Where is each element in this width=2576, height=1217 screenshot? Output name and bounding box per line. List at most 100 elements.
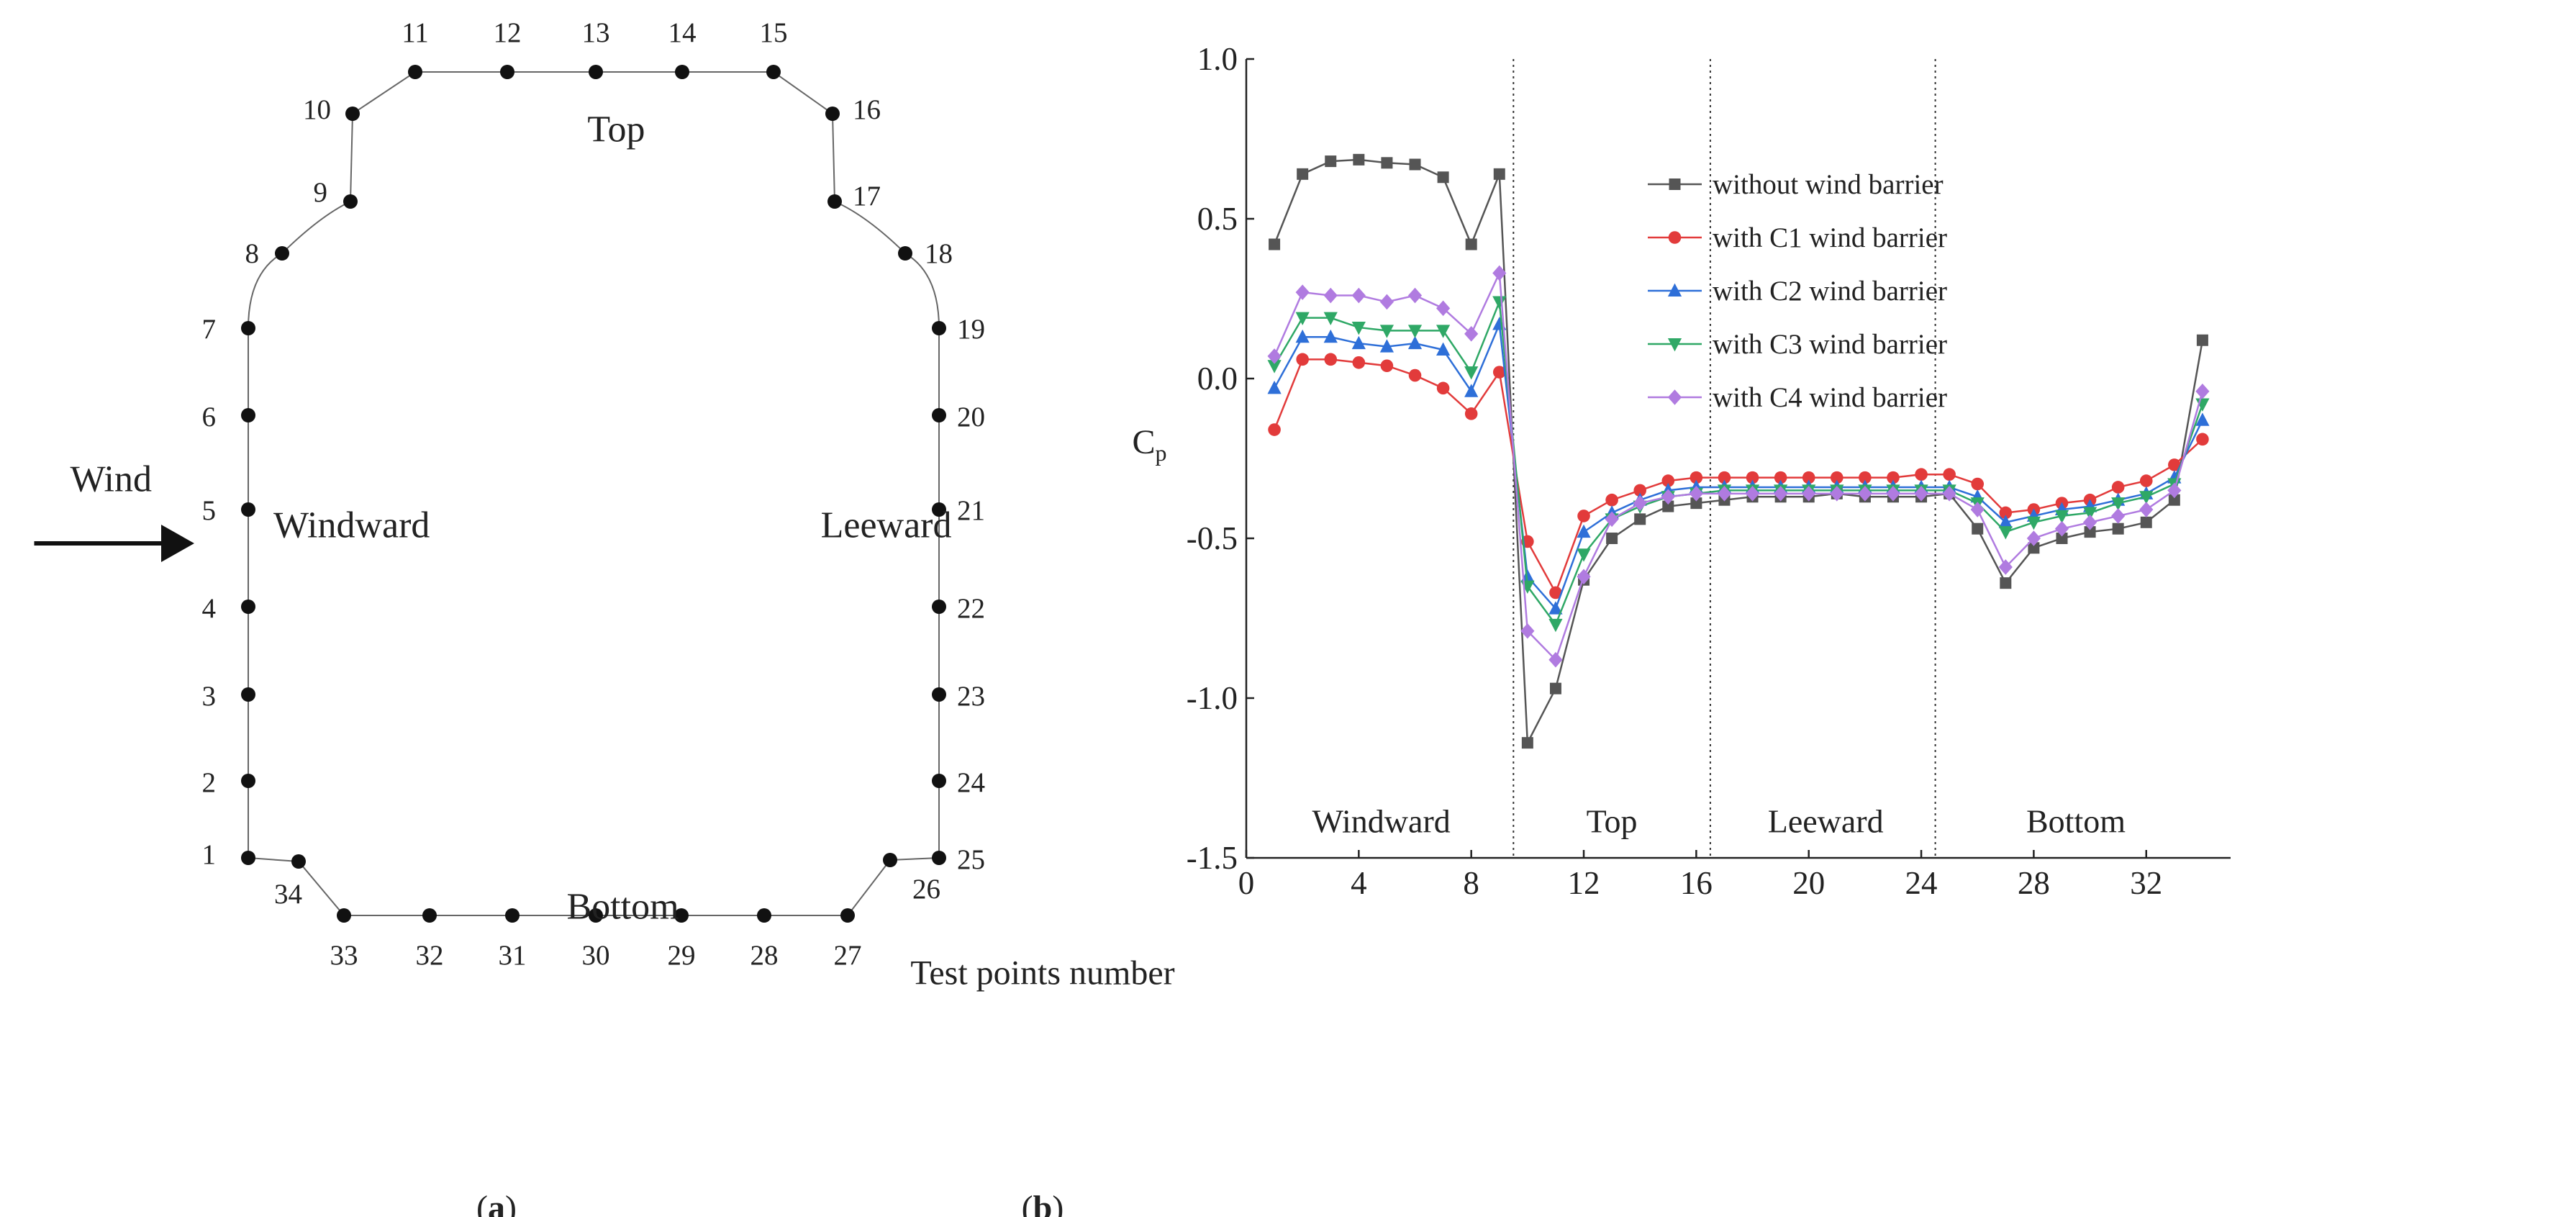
data-point <box>1323 312 1338 326</box>
data-point <box>1577 510 1590 522</box>
data-point <box>1492 265 1507 281</box>
data-point <box>1407 325 1423 338</box>
y-tick-label: -1.5 <box>1187 840 1238 876</box>
test-point-22 <box>932 600 946 614</box>
data-point <box>2111 508 2126 524</box>
data-point <box>2111 481 2125 494</box>
legend-label: with C3 wind barrier <box>1713 329 1947 360</box>
data-point <box>1886 486 1900 502</box>
panel-a-caption: (a) <box>476 1189 517 1217</box>
test-point-19 <box>932 321 946 335</box>
test-point-label-20: 20 <box>957 402 985 433</box>
test-point-4 <box>241 600 255 614</box>
data-point <box>1407 287 1423 304</box>
data-point <box>1269 238 1281 250</box>
series-2 <box>1268 353 2209 600</box>
data-point <box>1914 486 1928 502</box>
data-point <box>1379 325 1394 338</box>
legend-marker <box>1667 338 1682 352</box>
test-point-7 <box>241 321 255 335</box>
test-point-label-27: 27 <box>834 940 862 971</box>
test-point-label-14: 14 <box>668 17 697 48</box>
test-point-8 <box>275 246 289 261</box>
data-point <box>1661 474 1675 487</box>
data-point <box>1464 366 1479 380</box>
test-point-17 <box>827 194 842 209</box>
x-tick-label: 0 <box>1238 865 1255 901</box>
test-point-3 <box>241 687 255 702</box>
y-tick-label: 1.0 <box>1197 41 1238 77</box>
region-label-bottom: Bottom <box>2026 802 2126 839</box>
x-tick-label: 20 <box>1792 865 1825 901</box>
series-line <box>1273 269 2204 662</box>
data-point <box>1999 506 2013 520</box>
test-point-11 <box>408 65 422 79</box>
test-point-label-22: 22 <box>957 593 985 624</box>
test-point-label-24: 24 <box>957 767 985 798</box>
data-point <box>1549 682 1561 695</box>
series-line <box>1273 158 2204 746</box>
data-point <box>1633 495 1647 511</box>
test-point-label-33: 33 <box>330 940 358 971</box>
data-point <box>1774 486 1788 502</box>
test-point-21 <box>932 502 946 517</box>
test-point-label-11: 11 <box>402 17 429 48</box>
test-point-31 <box>505 908 520 923</box>
x-tick-label: 24 <box>1905 865 1938 901</box>
data-point <box>1436 300 1451 317</box>
legend-label: with C4 wind barrier <box>1713 382 1947 413</box>
data-point <box>1492 296 1507 309</box>
test-point-16 <box>825 107 840 121</box>
data-point <box>1408 368 1422 382</box>
data-point <box>1297 168 1309 180</box>
data-point <box>1887 471 1900 484</box>
test-point-label-30: 30 <box>582 940 610 971</box>
data-point <box>1493 168 1505 180</box>
data-point <box>1998 515 2013 528</box>
x-tick-label: 8 <box>1463 865 1479 901</box>
test-point-label-28: 28 <box>750 940 779 971</box>
y-axis-title: Cp <box>1132 423 1166 466</box>
data-point <box>1549 586 1562 600</box>
data-point <box>1268 423 1281 436</box>
data-point <box>1520 623 1535 639</box>
data-point <box>1971 477 1985 491</box>
data-point <box>1830 486 1844 502</box>
data-point <box>1915 468 1928 481</box>
test-point-label-3: 3 <box>202 681 217 712</box>
test-point-label-10: 10 <box>303 94 331 125</box>
data-point <box>1606 533 1618 544</box>
test-point-34 <box>291 854 306 869</box>
data-point <box>2084 526 2096 538</box>
data-point <box>1351 321 1366 335</box>
data-point <box>1577 524 1591 538</box>
data-point <box>1943 468 1956 481</box>
test-point-label-21: 21 <box>957 495 985 526</box>
test-point-label-17: 17 <box>853 181 881 212</box>
data-point <box>1379 339 1394 353</box>
test-point-label-7: 7 <box>202 314 217 345</box>
data-point <box>1831 471 1843 484</box>
test-point-18 <box>898 246 912 261</box>
test-point-label-6: 6 <box>202 402 217 433</box>
data-point <box>2139 491 2154 505</box>
test-point-2 <box>241 774 255 788</box>
data-point <box>1465 238 1477 250</box>
data-point <box>1464 384 1479 397</box>
test-point-label-26: 26 <box>912 874 940 905</box>
test-point-label-16: 16 <box>853 94 881 125</box>
data-point <box>1409 158 1421 171</box>
data-point <box>1942 486 1956 502</box>
data-point <box>2000 577 2012 589</box>
test-point-label-19: 19 <box>957 314 985 345</box>
data-point <box>1802 471 1815 484</box>
x-tick-label: 4 <box>1351 865 1367 901</box>
data-point <box>1325 155 1337 168</box>
test-point-26 <box>883 853 897 867</box>
x-tick-label: 28 <box>2018 865 2050 901</box>
y-tick-label: 0.5 <box>1197 201 1238 237</box>
test-point-label-13: 13 <box>582 17 610 48</box>
data-point <box>2196 334 2208 346</box>
